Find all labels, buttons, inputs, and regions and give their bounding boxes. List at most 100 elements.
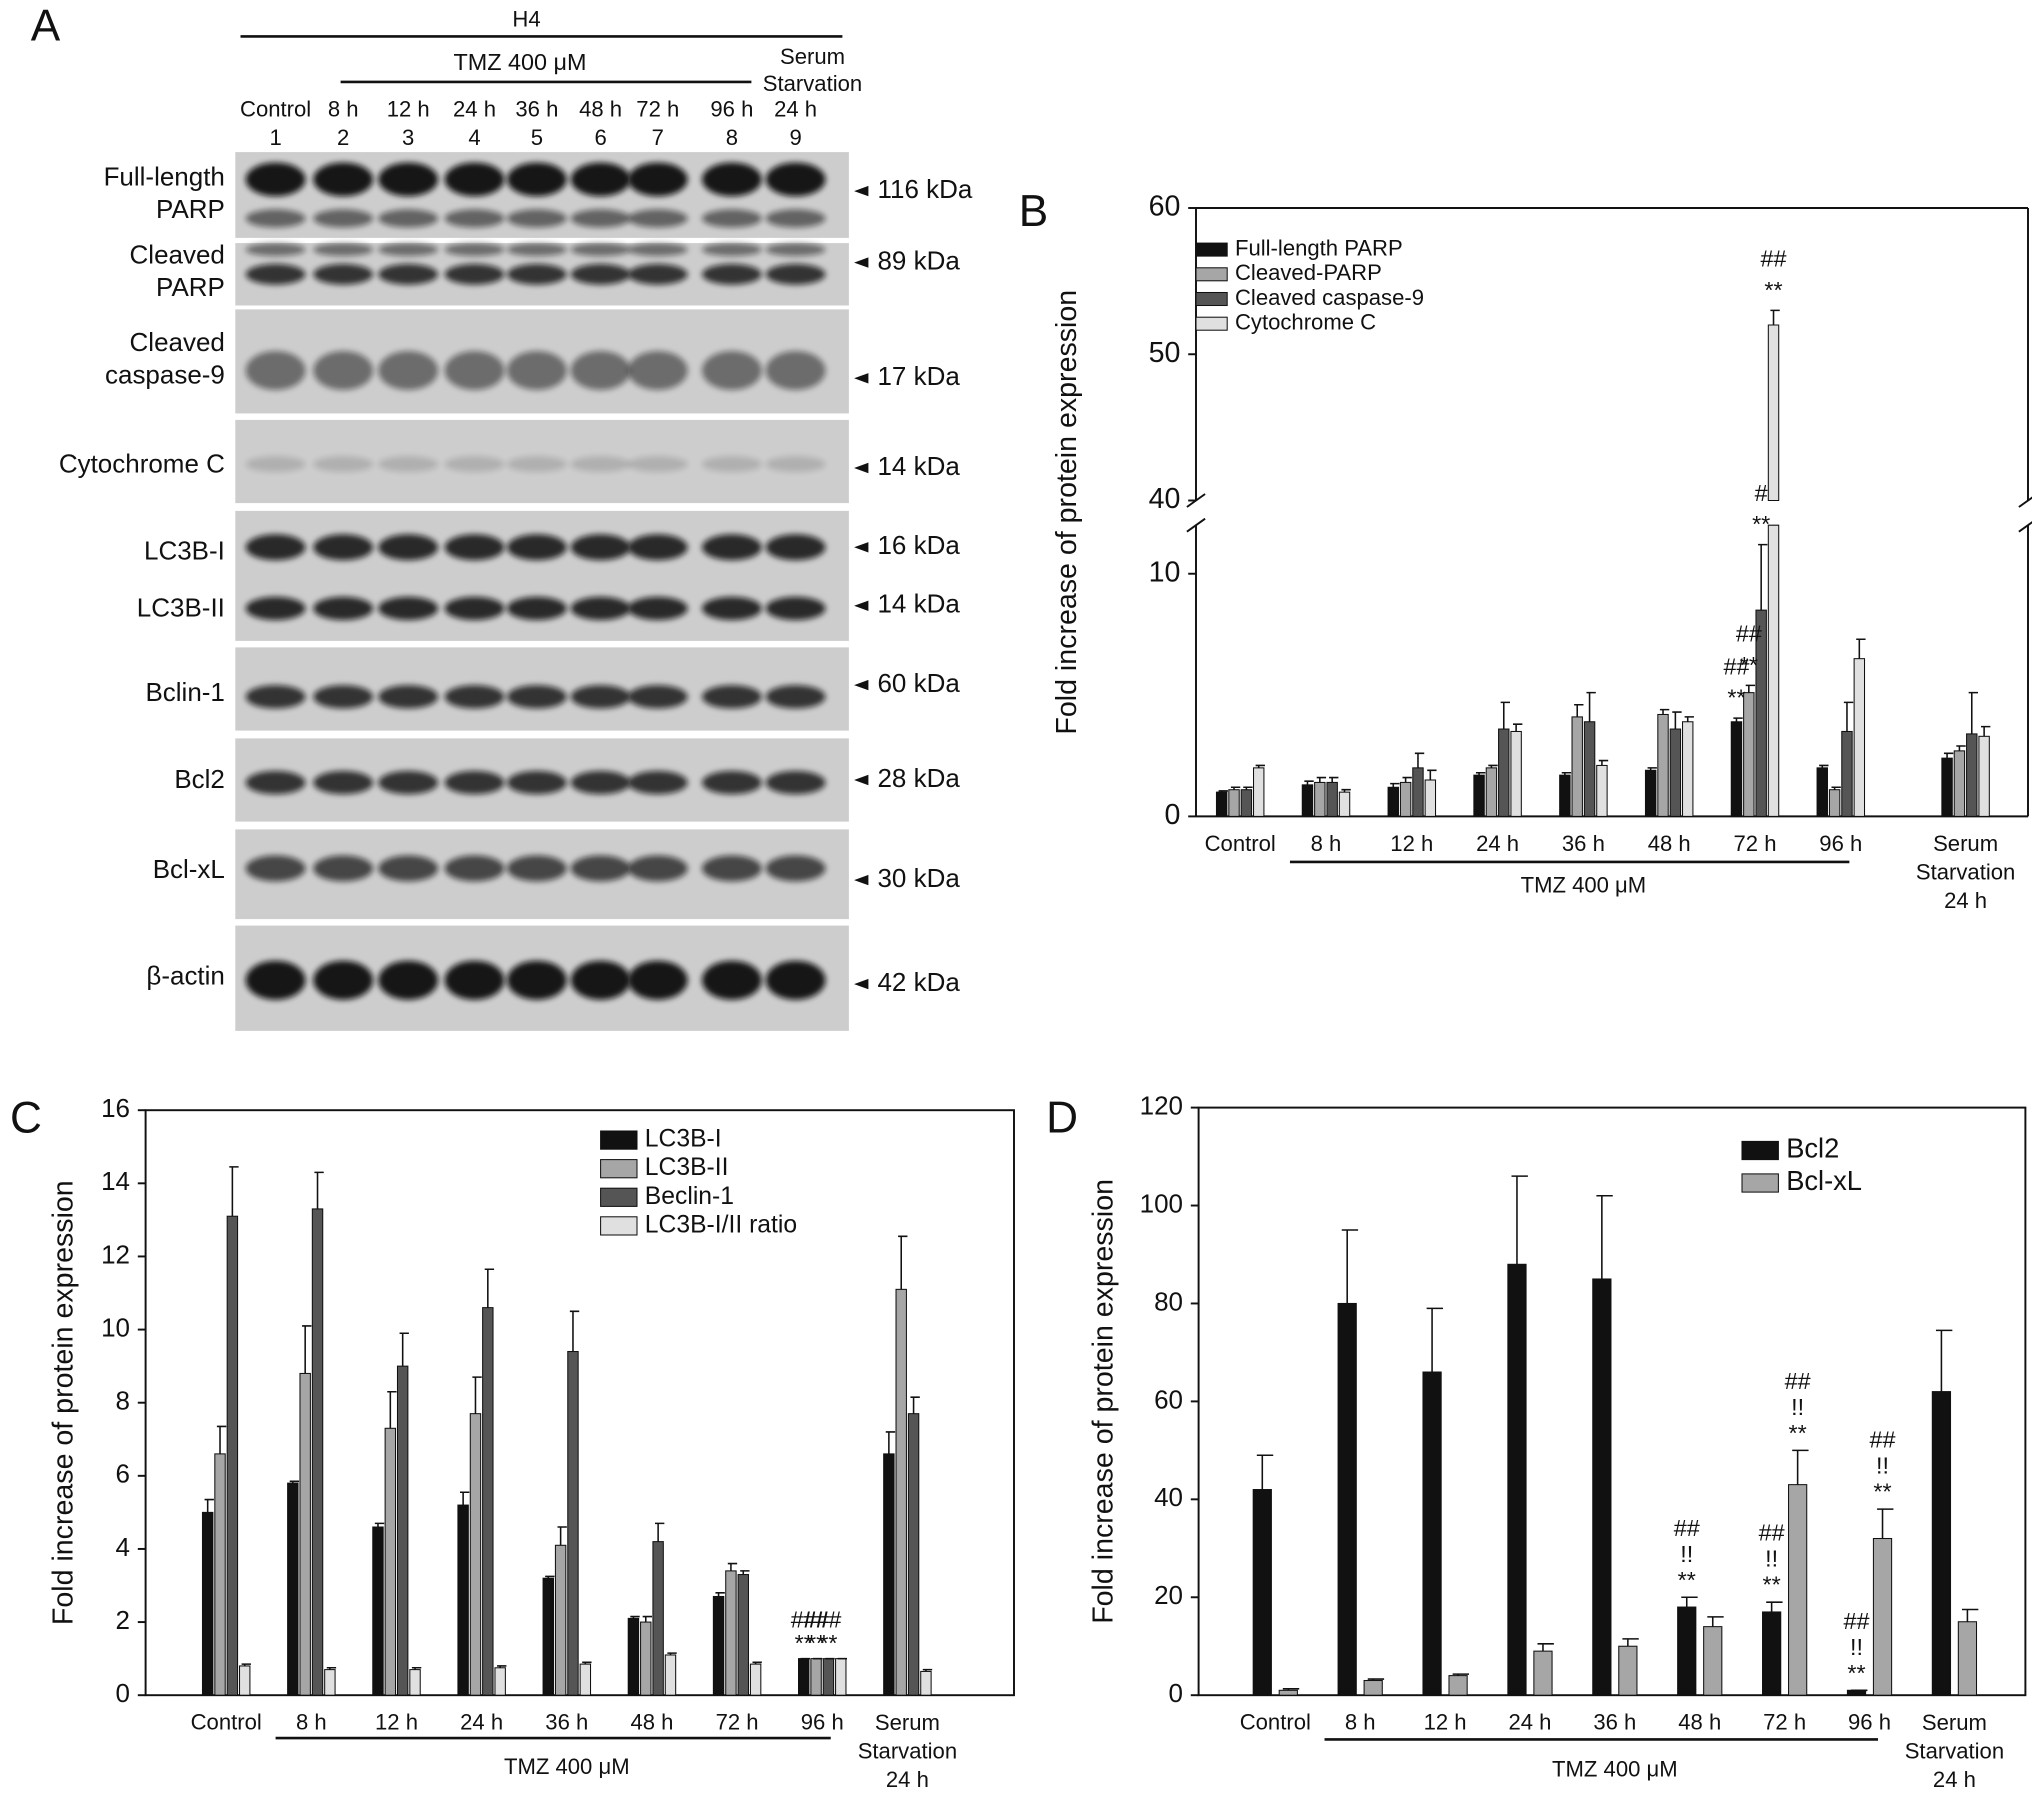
blot-band [765,855,826,882]
bar [1703,1626,1723,1696]
x-tick-label: 72 h [1763,1710,1806,1735]
y-tick-label: 8 [116,1386,130,1416]
bar [239,1665,251,1696]
bar [542,1577,554,1696]
blot-band [627,263,688,285]
error-bar [484,1268,495,1308]
y-tick-label: 0 [1169,1678,1183,1708]
y-tick-label: 4 [116,1532,130,1562]
y-axis-label: Fold increase of protein expression [1051,290,1083,735]
error-bar [1426,1307,1443,1373]
error-bar [727,1562,738,1571]
bar [567,1350,579,1696]
marker-arrow [854,185,869,197]
legend-label: Cytochrome C [1235,310,1376,335]
bar [409,1669,421,1696]
error-bar [885,1431,896,1454]
error-bar [1256,1454,1274,1490]
bar [883,1453,895,1696]
error-bar [314,1171,324,1209]
error-bar [1341,788,1351,793]
bar [1592,1278,1612,1696]
bar [1485,767,1498,817]
bar [469,1413,482,1696]
blot-band [506,596,567,621]
bar [1596,764,1608,817]
error-bar [752,1661,762,1665]
group-label: TMZ 400 μM [504,1754,630,1779]
legend-label: LC3B-I/II ratio [645,1211,797,1238]
x-tick-label: 96 h [1848,1710,1891,1735]
error-bar [1684,716,1694,722]
significance-label: ## [1785,1368,1811,1394]
bar [664,1654,677,1696]
blot-band [701,162,762,197]
blot-band [444,596,505,621]
significance-label: ** [1727,685,1745,711]
protein-label: Full-length PARP [104,162,225,224]
x-tick-label: 8 h [296,1710,327,1735]
bar [712,1595,725,1696]
blot-band [313,243,374,257]
blot-band [245,263,306,285]
bar [457,1504,469,1696]
kda-marker: 60 kDa [877,668,960,698]
error-bar [497,1665,507,1668]
error-bar [1316,776,1327,783]
y-axis-label: Fold increase of protein expression [1088,1179,1120,1624]
error-bar [1647,767,1657,771]
bar [725,1570,737,1696]
blot-band [313,685,374,709]
marker-arrow [854,874,869,886]
error-bar [472,1376,482,1414]
blot-band [506,263,567,285]
bar [1583,721,1596,817]
y-tick-label: 10 [1149,556,1181,588]
blot-band [570,596,631,621]
bar [1841,730,1853,817]
marker-arrow [854,257,869,268]
lane-time: 24 h [774,96,817,121]
error-bar [1598,759,1609,766]
error-bar [1707,1616,1724,1627]
blot-band [765,596,826,621]
protein-label: Bclin-1 [145,677,224,707]
text-line: PARP [156,194,225,224]
blot-band [245,162,306,197]
blot-band [506,770,567,795]
blot-band [627,209,688,228]
blot-band [444,209,505,228]
protein-label: LC3B-I [144,535,225,565]
error-bar [216,1425,227,1454]
lane-number: 9 [789,125,801,150]
blot-band [245,596,306,621]
blot-band [765,534,826,561]
text-line: Cleaved [130,327,225,357]
error-bar [1672,711,1682,730]
error-bar [1452,1673,1469,1676]
axis-break [2018,496,2032,508]
blot-band [245,770,306,795]
blot-band [313,162,374,197]
error-bar [302,1325,312,1374]
significance-label: !! [1680,1541,1693,1567]
error-bar [1500,701,1511,730]
kda-marker: 28 kDa [877,763,960,793]
blot-band [444,263,505,285]
text-line: Serum [1933,831,1998,856]
blot-band [378,596,439,621]
marker-arrow [854,679,869,691]
x-tick-label: Serum Starvation 24 h [1905,1710,2004,1792]
x-tick-label: 48 h [1648,831,1691,856]
bar [579,1663,592,1696]
blot-band [765,243,826,257]
blot-band [701,209,762,228]
legend-label: Cleaved-PARP [1235,260,1382,285]
bar [1337,1302,1357,1696]
blot-band [444,456,505,472]
significance-label: ## [815,1606,841,1632]
legend-swatch [600,1130,638,1150]
error-bar [545,1575,555,1579]
protein-label: Cleaved PARP [130,240,225,302]
significance-label: ** [819,1630,837,1656]
